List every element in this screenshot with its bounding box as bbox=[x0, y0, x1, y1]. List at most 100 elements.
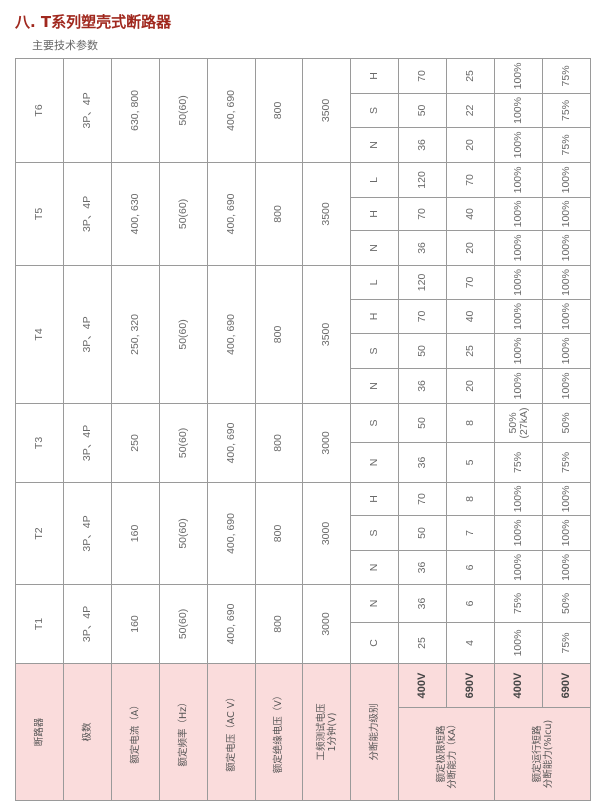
row-frequency: 额定频率（Hz） 50(60) 50(60) 50(60) 50(60) 50(60) 50… bbox=[159, 58, 208, 801]
cell-ics-400: 100% bbox=[494, 299, 543, 334]
cell-poles: 3P、4P bbox=[63, 403, 112, 483]
cell-icu-400: 50 bbox=[398, 403, 447, 443]
label-grade: 分断能力级别 bbox=[350, 663, 399, 801]
cell-ics-690: 100% bbox=[542, 162, 591, 198]
cell-poles: 3P、4P bbox=[63, 482, 112, 585]
cell-icu-400: 70 bbox=[398, 197, 447, 231]
cell-icu-400: 70 bbox=[398, 58, 447, 94]
cell-ics-690: 100% bbox=[542, 550, 591, 585]
cell-test-voltage: 3500 bbox=[302, 162, 351, 266]
cell-icu-400: 50 bbox=[398, 333, 447, 369]
cell-insulation: 800 bbox=[255, 482, 303, 585]
cell-ics-400: 100% bbox=[494, 127, 543, 163]
cell-ics-400: 75% bbox=[494, 442, 543, 483]
cell-icu-690: 4 bbox=[446, 622, 495, 664]
cell-icu-400: 120 bbox=[398, 162, 447, 198]
section-title: 八. T系列塑壳式断路器 bbox=[15, 13, 172, 31]
cell-ics-690: 100% bbox=[542, 368, 591, 404]
label-ics: 额定运行短路 分断能力(%Icu) bbox=[494, 707, 591, 801]
cell-icu-690: 20 bbox=[446, 127, 495, 163]
cell-grade: H bbox=[350, 482, 399, 516]
cell-icu-400: 50 bbox=[398, 93, 447, 128]
label-voltage-v400: 400V bbox=[398, 663, 447, 708]
label-current: 额定电流（A） bbox=[111, 663, 160, 801]
cell-name: T3 bbox=[15, 403, 64, 483]
row-breaker: 断路器 T1 T2 T3 T4 T5 T6 bbox=[15, 58, 64, 801]
cell-ics-690: 75% bbox=[542, 93, 591, 128]
cell-voltage: 400, 690 bbox=[207, 403, 256, 483]
cell-icu-690: 6 bbox=[446, 550, 495, 585]
cell-icu-690: 40 bbox=[446, 197, 495, 231]
cell-icu-690: 8 bbox=[446, 403, 495, 443]
cell-ics-690: 100% bbox=[542, 265, 591, 300]
cell-name: T1 bbox=[15, 584, 64, 664]
cell-ics-400: 100% bbox=[494, 265, 543, 300]
cell-icu-400: 36 bbox=[398, 230, 447, 266]
spec-table: 断路器 T1 T2 T3 T4 T5 T6 极数 3P、4P 3P、4P 3P、4P 3P、4P 3P、… bbox=[15, 58, 591, 801]
cell-icu-400: 36 bbox=[398, 127, 447, 163]
cell-ics-400: 100% bbox=[494, 368, 543, 404]
cell-icu-400: 36 bbox=[398, 584, 447, 623]
cell-ics-690: 50% bbox=[542, 584, 591, 623]
cell-frequency: 50(60) bbox=[159, 162, 208, 266]
cell-grade: N bbox=[350, 442, 399, 483]
cell-ics-690: 75% bbox=[542, 442, 591, 483]
row-test-voltage: 工频测试电压 1分钟(V) 3000 3000 3000 3500 3500 3500 bbox=[302, 58, 351, 801]
row-insulation: 额定绝缘电压（V） 800 800 800 800 800 800 bbox=[255, 58, 303, 801]
cell-poles: 3P、4P bbox=[63, 584, 112, 664]
cell-grade: C bbox=[350, 622, 399, 664]
cell-test-voltage: 3500 bbox=[302, 58, 351, 163]
cell-current: 160 bbox=[111, 482, 160, 585]
cell-voltage: 400, 690 bbox=[207, 584, 256, 664]
label-voltage-v690: 690V bbox=[446, 663, 495, 708]
section-subtitle: 主要技术参数 bbox=[32, 39, 98, 52]
cell-icu-400: 50 bbox=[398, 515, 447, 551]
cell-icu-690: 22 bbox=[446, 93, 495, 128]
cell-test-voltage: 3000 bbox=[302, 482, 351, 585]
cell-grade: N bbox=[350, 230, 399, 266]
cell-icu-690: 70 bbox=[446, 265, 495, 300]
cell-grade: L bbox=[350, 162, 399, 198]
cell-icu-400: 36 bbox=[398, 442, 447, 483]
cell-insulation: 800 bbox=[255, 584, 303, 664]
cell-grade: H bbox=[350, 197, 399, 231]
cell-grade: N bbox=[350, 550, 399, 585]
cell-ics-400: 100% bbox=[494, 333, 543, 369]
cell-ics-400: 75% bbox=[494, 584, 543, 623]
cell-grade: N bbox=[350, 368, 399, 404]
cell-grade: H bbox=[350, 299, 399, 334]
row-grade: 分断能力级别 C N N S H N S N S H L N H L N S H bbox=[350, 58, 399, 801]
cell-icu-690: 70 bbox=[446, 162, 495, 198]
cell-insulation: 800 bbox=[255, 58, 303, 163]
cell-test-voltage: 3000 bbox=[302, 584, 351, 664]
cell-ics-690: 100% bbox=[542, 197, 591, 231]
row-current: 额定电流（A） 160 160 250 250, 320 400, 630 630, 800 bbox=[111, 58, 160, 801]
cell-icu-690: 40 bbox=[446, 299, 495, 334]
cell-voltage: 400, 690 bbox=[207, 58, 256, 163]
cell-poles: 3P、4P bbox=[63, 162, 112, 266]
cell-icu-690: 8 bbox=[446, 482, 495, 516]
cell-grade: S bbox=[350, 333, 399, 369]
cell-frequency: 50(60) bbox=[159, 58, 208, 163]
label-insulation: 额定绝缘电压（V） bbox=[255, 663, 303, 801]
cell-icu-400: 36 bbox=[398, 368, 447, 404]
cell-test-voltage: 3000 bbox=[302, 403, 351, 483]
cell-icu-690: 25 bbox=[446, 333, 495, 369]
cell-frequency: 50(60) bbox=[159, 584, 208, 664]
cell-current: 630, 800 bbox=[111, 58, 160, 163]
cell-current: 160 bbox=[111, 584, 160, 664]
cell-ics-400: 100% bbox=[494, 162, 543, 198]
cell-icu-400: 70 bbox=[398, 299, 447, 334]
cell-ics-400: 50% (27kA) bbox=[494, 403, 543, 443]
cell-ics-690: 100% bbox=[542, 299, 591, 334]
cell-ics-690: 100% bbox=[542, 515, 591, 551]
cell-ics-690: 75% bbox=[542, 58, 591, 94]
cell-current: 400, 630 bbox=[111, 162, 160, 266]
cell-name: T4 bbox=[15, 265, 64, 404]
cell-poles: 3P、4P bbox=[63, 265, 112, 404]
row-voltage: 额定电压（AC V） 400, 690 400, 690 400, 690 400, 6… bbox=[207, 58, 256, 801]
row-poles: 极数 3P、4P 3P、4P 3P、4P 3P、4P 3P、4P 3P、4P bbox=[63, 58, 112, 801]
label-test-voltage: 工频测试电压 1分钟(V) bbox=[302, 663, 351, 801]
cell-icu-400: 70 bbox=[398, 482, 447, 516]
label-icu: 额定极限短路 分断能力（KA） bbox=[398, 707, 495, 801]
